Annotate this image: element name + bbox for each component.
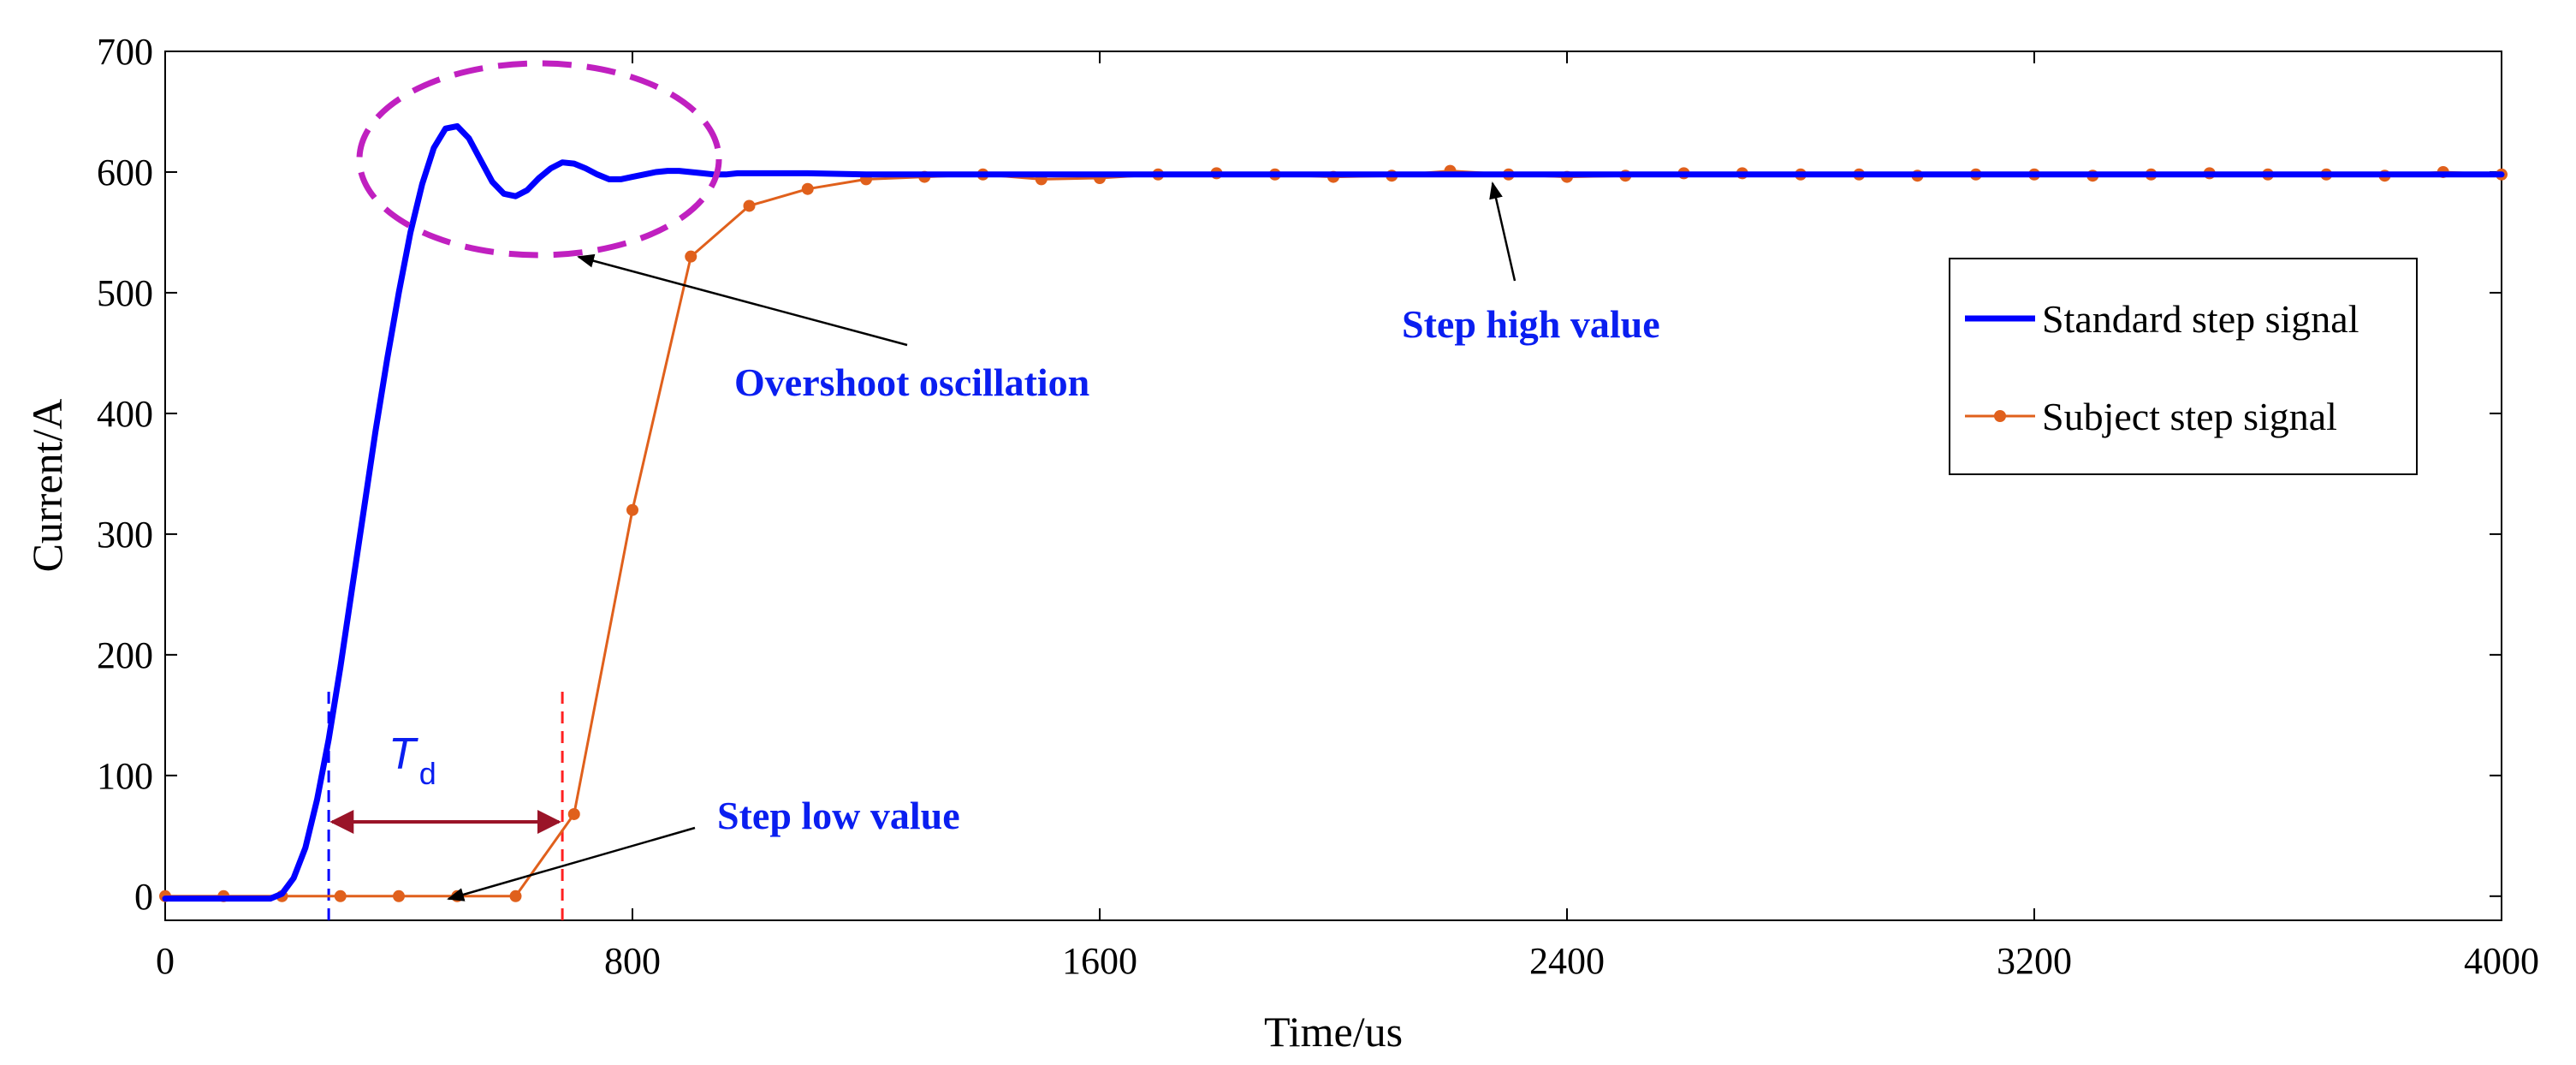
step-high-arrow (1489, 181, 1517, 282)
y-tick-label: 600 (97, 152, 153, 193)
y-axis-title: Current/A (23, 399, 71, 573)
axis-tick-labels: 0 800 1600 2400 3200 4000 0 100 200 300 400 500 600 7… (97, 31, 2539, 982)
x-tick-label: 3200 (1997, 940, 2072, 982)
x-tick-label: 800 (604, 940, 661, 982)
subject-step-point (567, 807, 580, 820)
subject-step-point (509, 889, 522, 902)
step-low-label: Step low value (717, 794, 960, 837)
overshoot-ellipse (356, 60, 722, 259)
legend-subject-label: Subject step signal (2042, 395, 2337, 438)
y-tick-label: 400 (97, 393, 153, 435)
y-tick-label: 200 (97, 634, 153, 676)
series-layer (159, 122, 2508, 902)
legend: Standard step signal Subject step signal (1949, 258, 2418, 475)
overshoot-arrow (577, 253, 908, 347)
subject-step-point (334, 889, 347, 902)
step-high-label: Step high value (1402, 302, 1660, 346)
subject-step-point (801, 182, 814, 195)
y-tick-label: 0 (134, 876, 153, 918)
y-tick-label: 100 (97, 755, 153, 797)
y-tick-label: 500 (97, 272, 153, 314)
legend-standard-label: Standard step signal (2042, 297, 2359, 341)
y-tick-label: 300 (97, 514, 153, 556)
standard-step-series-line (162, 122, 2505, 902)
x-tick-label: 1600 (1062, 940, 1137, 982)
overshoot-label: Overshoot oscillation (734, 360, 1089, 404)
delay-td-subscript: d (419, 756, 436, 791)
x-axis-title: Time/us (1264, 1008, 1403, 1056)
x-tick-label: 4000 (2464, 940, 2539, 982)
subject-step-point (626, 503, 638, 516)
step-low-arrow (447, 826, 696, 901)
x-tick-label: 2400 (1529, 940, 1605, 982)
subject-step-point (743, 199, 756, 212)
axis-ticks (164, 51, 2502, 920)
subject-step-point (393, 889, 405, 902)
legend-box (1949, 258, 2418, 475)
x-tick-label: 0 (156, 940, 175, 982)
legend-subject-marker (1994, 410, 2006, 422)
subject-step-point (685, 250, 697, 263)
delay-td-symbol: T (389, 729, 418, 779)
y-tick-label: 700 (97, 31, 153, 73)
plot-area (164, 51, 2502, 921)
